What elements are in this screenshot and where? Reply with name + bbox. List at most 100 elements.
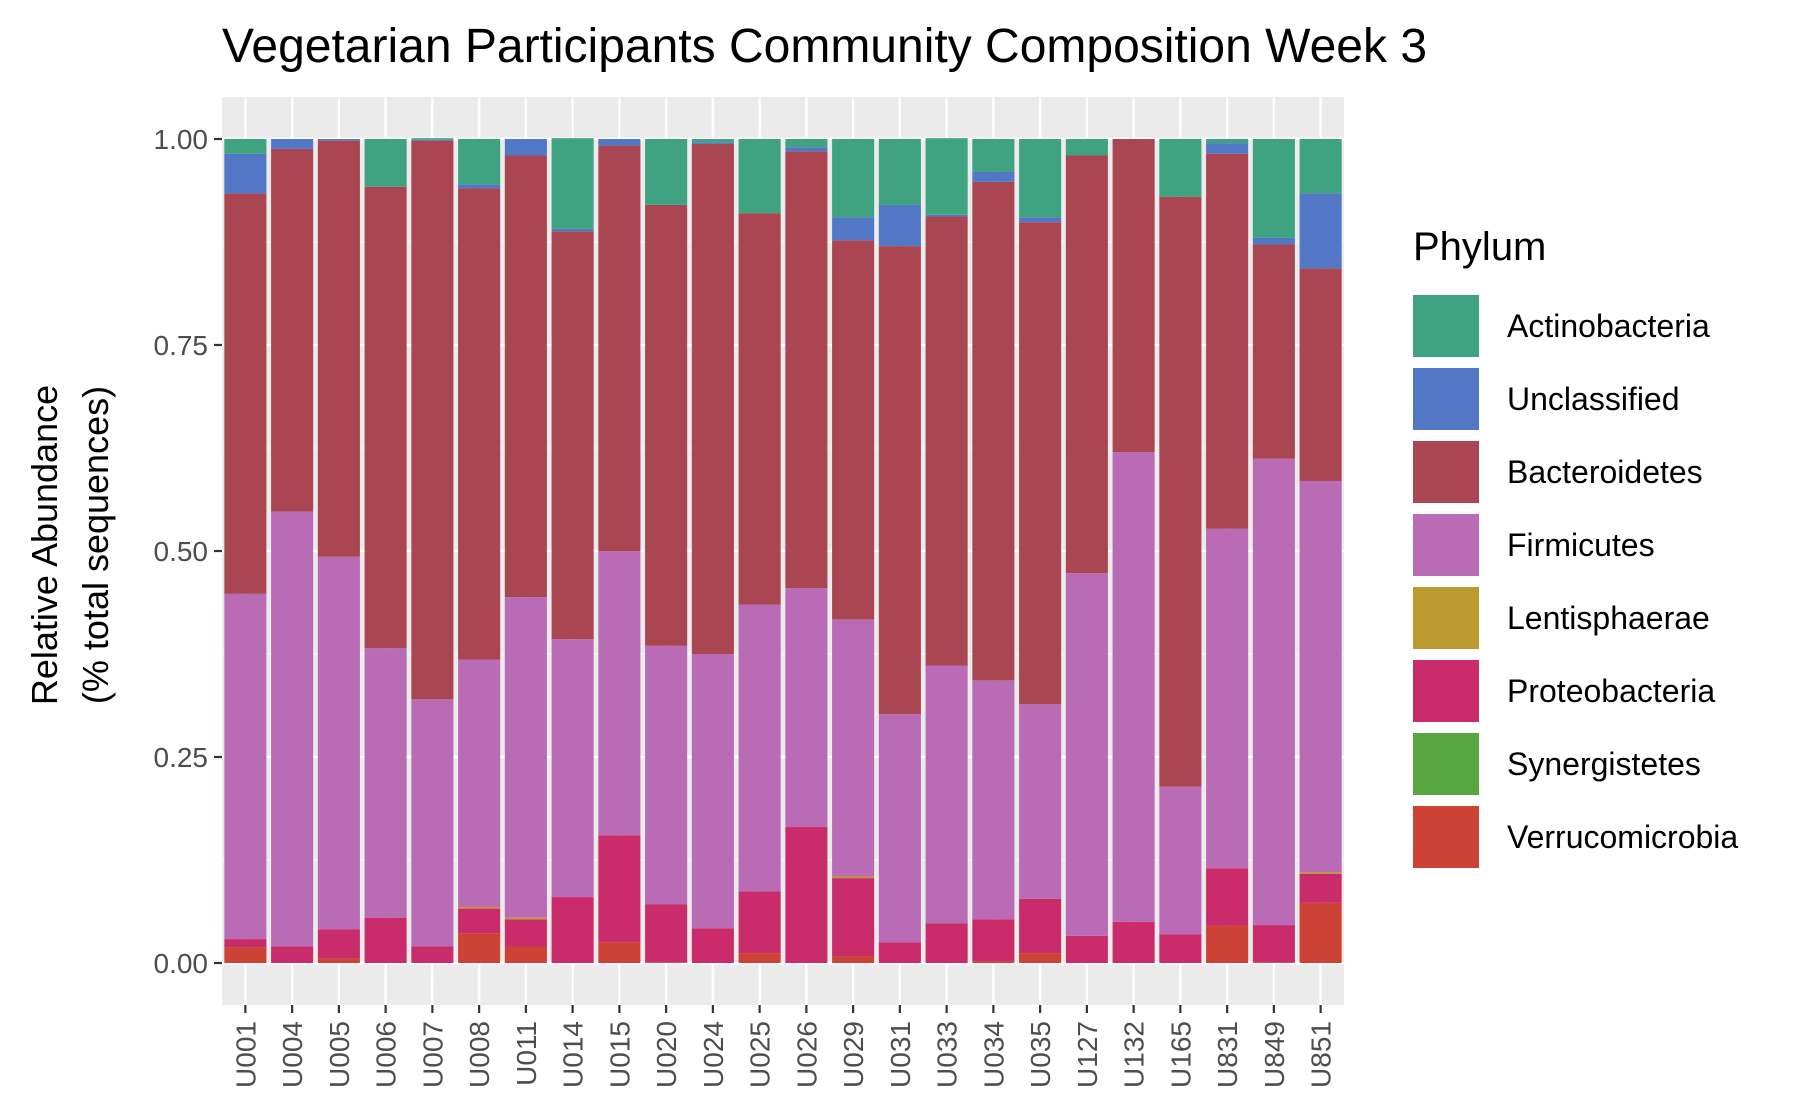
bar-segment bbox=[551, 897, 594, 963]
bar-segment bbox=[785, 147, 828, 152]
x-tick-label: U029 bbox=[838, 1021, 869, 1088]
legend-label: Synergistetes bbox=[1507, 746, 1701, 782]
bar-segment bbox=[1206, 868, 1249, 926]
bar-segment bbox=[1019, 139, 1062, 218]
bar-segment bbox=[878, 204, 921, 247]
bar-segment bbox=[411, 699, 454, 947]
y-tick-label: 1.00 bbox=[154, 124, 209, 155]
bar-segment bbox=[1019, 953, 1062, 963]
bar-segment bbox=[832, 217, 875, 241]
bar-segment bbox=[1065, 139, 1108, 156]
bar-segment bbox=[1299, 139, 1342, 194]
bar-segment bbox=[364, 186, 407, 649]
bar-segment bbox=[1299, 480, 1342, 873]
legend-key bbox=[1413, 806, 1479, 868]
bar-segment bbox=[645, 904, 688, 963]
bar-segment bbox=[645, 139, 688, 205]
x-tick-label: U024 bbox=[698, 1021, 729, 1088]
x-axis: U001 U004 U005 U006 U007 U008 U011 U014 U015 U020… bbox=[230, 1005, 1337, 1088]
x-tick-label: U026 bbox=[791, 1021, 822, 1088]
x-tick-label: U165 bbox=[1165, 1021, 1196, 1088]
bar-segment bbox=[738, 953, 781, 963]
bar-segment bbox=[1252, 244, 1295, 459]
bar-segment bbox=[364, 139, 407, 187]
bar-segment bbox=[271, 946, 314, 963]
bar-segment bbox=[224, 593, 267, 940]
y-axis: 0.00 0.25 0.50 0.75 1.00 bbox=[154, 124, 222, 979]
bar-segment bbox=[972, 181, 1015, 681]
legend-key bbox=[1413, 514, 1479, 576]
x-tick-label: U034 bbox=[978, 1021, 1009, 1088]
y-tick-label: 0.25 bbox=[154, 742, 209, 773]
bar-segment bbox=[458, 139, 501, 185]
bar-segment bbox=[645, 962, 688, 963]
legend-label: Firmicutes bbox=[1507, 527, 1655, 563]
bar-segment bbox=[1252, 925, 1295, 963]
chart-title: Vegetarian Participants Community Compos… bbox=[222, 20, 1427, 73]
bar-segment bbox=[691, 139, 734, 143]
bar-segment bbox=[1065, 573, 1108, 936]
legend-label: Lentisphaerae bbox=[1507, 600, 1710, 636]
bar-segment bbox=[458, 908, 501, 934]
bar-segment bbox=[1299, 193, 1342, 269]
bar-segment bbox=[878, 139, 921, 205]
bar-segment bbox=[972, 171, 1015, 182]
bar-segment bbox=[411, 946, 454, 963]
bar-segment bbox=[1206, 143, 1249, 154]
bar-segment bbox=[504, 139, 547, 156]
bar-segment bbox=[832, 956, 875, 963]
bar-segment bbox=[411, 139, 454, 141]
bar-segment bbox=[1112, 921, 1155, 963]
bar-segment bbox=[317, 556, 360, 930]
bar-segment bbox=[1252, 237, 1295, 245]
bar-segment bbox=[832, 878, 875, 957]
bar-segment bbox=[271, 511, 314, 947]
bar-segment bbox=[504, 917, 547, 920]
bar-segment bbox=[1019, 704, 1062, 899]
bar-segment bbox=[832, 619, 875, 877]
x-tick-label: U014 bbox=[558, 1021, 589, 1088]
bar-segment bbox=[738, 604, 781, 892]
bar-segment bbox=[1159, 934, 1202, 963]
bar-segment bbox=[271, 148, 314, 512]
bar-segment bbox=[224, 153, 267, 194]
bar-segment bbox=[224, 139, 267, 154]
legend-key bbox=[1413, 368, 1479, 430]
bar-segment bbox=[1065, 935, 1108, 963]
bar-segment bbox=[691, 142, 734, 144]
bar-segment bbox=[785, 139, 828, 148]
y-axis-title-line-1: Relative Abundance bbox=[24, 385, 65, 705]
bar-segment bbox=[458, 188, 501, 660]
legend-label: Bacteroidetes bbox=[1507, 454, 1703, 490]
bar-segment bbox=[1159, 196, 1202, 787]
bar-segment bbox=[504, 946, 547, 963]
bar-segment bbox=[1252, 458, 1295, 926]
bar-segment bbox=[411, 138, 454, 140]
bar-segment bbox=[458, 659, 501, 907]
bar-segment bbox=[504, 919, 547, 947]
bar-segment bbox=[878, 942, 921, 963]
legend: Actinobacteria Unclassified Bacteroidetes F… bbox=[1413, 295, 1738, 868]
bar-segment bbox=[1206, 153, 1249, 529]
bar-segment bbox=[1159, 139, 1202, 197]
bar-segment bbox=[364, 917, 407, 963]
bar-segment bbox=[1252, 139, 1295, 238]
bar-segment bbox=[878, 714, 921, 943]
bar-segment bbox=[925, 923, 968, 963]
legend-title: Phylum bbox=[1413, 225, 1546, 269]
bar-segment bbox=[317, 139, 360, 141]
bar-segment bbox=[738, 891, 781, 954]
bar-segment bbox=[1206, 528, 1249, 869]
legend-label: Actinobacteria bbox=[1507, 308, 1710, 344]
x-tick-label: U033 bbox=[932, 1021, 963, 1088]
y-tick-label: 0.00 bbox=[154, 948, 209, 979]
legend-key bbox=[1413, 587, 1479, 649]
x-tick-label: U127 bbox=[1072, 1021, 1103, 1088]
bar-segment bbox=[1019, 217, 1062, 223]
bar-segment bbox=[1252, 962, 1295, 963]
bar-segment bbox=[1065, 155, 1108, 574]
bar-segment bbox=[317, 958, 360, 963]
bar-segment bbox=[1112, 452, 1155, 922]
bar-segment bbox=[785, 151, 828, 589]
bar-segment bbox=[411, 140, 454, 700]
